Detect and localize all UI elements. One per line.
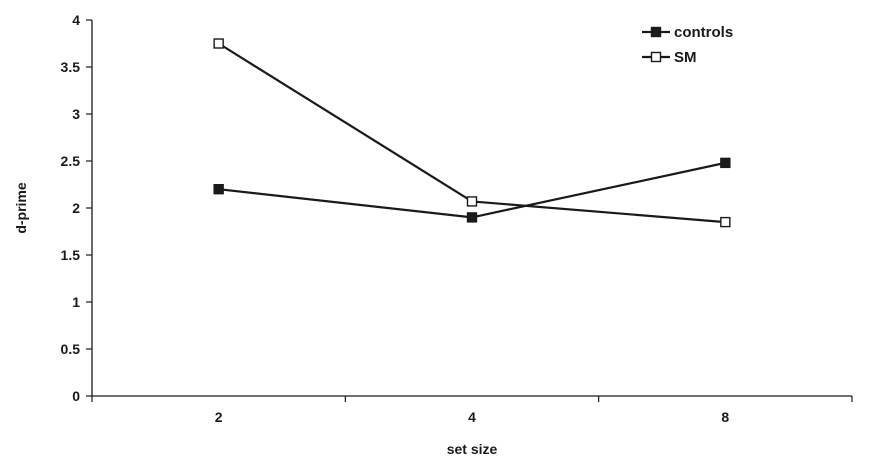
legend-marker bbox=[650, 51, 662, 63]
data-point bbox=[720, 157, 731, 169]
data-point bbox=[213, 38, 224, 49]
series-line bbox=[218, 42, 726, 224]
y-axis-ticks: 0 0.5 1 1.5 2 2.5 3 3.5 4 bbox=[61, 12, 92, 404]
x-axis-ticks: 2 4 8 bbox=[91, 396, 853, 425]
series-controls bbox=[213, 157, 731, 223]
series-sm bbox=[213, 38, 731, 228]
legend-entry: SM bbox=[642, 49, 697, 66]
x-tick-label: 4 bbox=[468, 409, 476, 425]
series-line bbox=[218, 161, 726, 219]
data-point bbox=[466, 212, 478, 223]
y-tick-label: 0.5 bbox=[61, 341, 81, 357]
series-lines bbox=[213, 38, 731, 228]
x-tick-label: 8 bbox=[721, 409, 729, 425]
data-point bbox=[213, 183, 224, 195]
y-tick-label: 1 bbox=[72, 294, 80, 310]
data-point bbox=[720, 216, 731, 228]
y-axis-title: d-prime bbox=[13, 182, 29, 234]
y-tick-label: 2 bbox=[72, 200, 80, 216]
y-tick-label: 4 bbox=[72, 12, 80, 28]
legend-entry: controls bbox=[642, 24, 733, 41]
axes bbox=[91, 20, 852, 397]
y-tick-label: 2.5 bbox=[61, 153, 81, 169]
y-tick-label: 0 bbox=[72, 388, 80, 404]
x-tick-label: 2 bbox=[215, 409, 223, 425]
data-point bbox=[466, 196, 478, 207]
y-tick-label: 3.5 bbox=[61, 59, 81, 75]
y-tick-label: 1.5 bbox=[61, 247, 81, 263]
x-axis-title: set size bbox=[447, 441, 498, 457]
y-tick-label: 3 bbox=[72, 106, 80, 122]
legend-marker bbox=[650, 26, 662, 38]
legend: controls SM bbox=[642, 24, 733, 66]
legend-label: SM bbox=[674, 49, 697, 66]
legend-label: controls bbox=[674, 24, 733, 41]
